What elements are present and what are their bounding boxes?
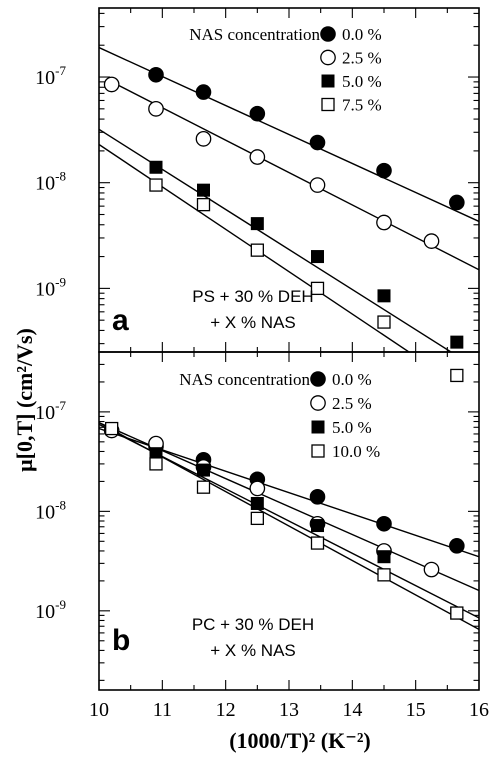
data-point xyxy=(310,281,325,296)
legend-marker xyxy=(320,49,336,66)
data-point xyxy=(376,515,392,532)
data-point xyxy=(195,84,212,100)
y-tick-exponent: -7 xyxy=(55,63,66,78)
data-point xyxy=(195,131,212,147)
y-tick-base: 10 xyxy=(35,173,55,195)
data-point xyxy=(423,561,440,578)
data-point xyxy=(423,233,440,249)
legend-marker xyxy=(310,371,326,387)
y-tick-base: 10 xyxy=(35,501,55,523)
data-point xyxy=(450,606,464,620)
data-point xyxy=(311,519,324,533)
y-tick-base: 10 xyxy=(35,601,55,623)
y-tick-label: 10-8 xyxy=(35,169,66,195)
panel-label: b xyxy=(112,624,130,657)
y-tick-label: 10-8 xyxy=(35,497,66,523)
data-point xyxy=(377,315,391,329)
y-tick-label: 10-7 xyxy=(35,398,66,424)
data-point xyxy=(249,480,266,497)
panel-annotation: PC + 30 % DEH xyxy=(192,615,314,634)
x-tick-label: 10 xyxy=(89,699,109,721)
y-tick-base: 10 xyxy=(35,402,55,424)
data-point xyxy=(250,217,264,231)
fit-line-2 xyxy=(111,81,479,271)
x-tick-label: 12 xyxy=(216,699,236,721)
y-tick-exponent: -8 xyxy=(55,169,66,184)
data-point xyxy=(149,457,163,471)
data-point xyxy=(309,489,326,505)
data-point xyxy=(376,214,392,231)
legend-label: 0.0 % xyxy=(332,370,372,389)
data-point xyxy=(149,178,163,192)
legend-marker xyxy=(311,420,325,434)
data-point xyxy=(196,197,211,212)
legend-label: 5.0 % xyxy=(342,72,382,91)
data-point xyxy=(149,160,163,174)
y-tick-exponent: -8 xyxy=(55,497,66,512)
y-tick-exponent: -9 xyxy=(55,274,66,289)
shared-axis-labels: μ[0,T] (cm²/Vs) (1000/T)² (K⁻²) xyxy=(12,328,371,753)
legend-title: NAS concentration xyxy=(189,25,320,44)
data-point xyxy=(377,550,391,564)
data-point xyxy=(103,76,120,93)
data-point xyxy=(310,536,325,550)
legend-label: 10.0 % xyxy=(332,442,380,461)
data-point xyxy=(449,538,465,554)
panel-annotation: + X % NAS xyxy=(210,641,296,660)
data-point xyxy=(249,149,266,165)
y-tick-exponent: -9 xyxy=(55,597,66,612)
x-tick-label: 11 xyxy=(153,699,172,721)
legend-label: 2.5 % xyxy=(332,394,372,413)
x-tick-label: 16 xyxy=(469,699,489,721)
data-point xyxy=(250,511,264,526)
legend-label: 7.5 % xyxy=(342,96,382,115)
y-tick-base: 10 xyxy=(35,67,55,89)
legend-marker xyxy=(321,97,335,112)
data-point xyxy=(197,463,210,477)
data-point xyxy=(309,134,326,151)
data-point xyxy=(311,250,324,264)
y-tick-label: 10-9 xyxy=(35,597,66,623)
legend-label: 5.0 % xyxy=(332,418,372,437)
panel-annotation: + X % NAS xyxy=(210,313,296,332)
data-point xyxy=(250,496,264,510)
legend-label: 0.0 % xyxy=(342,25,382,44)
data-point xyxy=(249,105,266,122)
data-point xyxy=(309,177,326,193)
data-point xyxy=(105,421,119,436)
x-tick-label: 13 xyxy=(279,699,299,721)
data-point xyxy=(376,162,392,179)
data-point xyxy=(449,194,465,211)
data-point xyxy=(148,100,164,117)
y-tick-label: 10-7 xyxy=(35,63,66,89)
x-axis-label: (1000/T)² (K⁻²) xyxy=(229,728,371,753)
panel-label: a xyxy=(112,304,129,337)
x-tick-label: 15 xyxy=(406,699,426,721)
data-point xyxy=(450,335,464,349)
data-point xyxy=(148,66,164,83)
legend-label: 2.5 % xyxy=(342,49,382,68)
legend-marker xyxy=(311,444,325,458)
y-tick-base: 10 xyxy=(35,278,55,300)
data-point xyxy=(197,183,210,197)
y-axis-label: μ[0,T] (cm²/Vs) xyxy=(12,328,37,472)
data-point xyxy=(377,289,391,303)
x-tick-label: 14 xyxy=(342,699,362,721)
data-point xyxy=(250,243,264,257)
data-point xyxy=(377,568,391,582)
legend-marker xyxy=(320,26,336,42)
y-tick-exponent: -7 xyxy=(55,398,66,413)
y-tick-label: 10-9 xyxy=(35,274,66,300)
panel-annotation: PS + 30 % DEH xyxy=(192,287,313,306)
legend-title: NAS concentration xyxy=(179,370,310,389)
data-point xyxy=(196,480,211,494)
legend-marker xyxy=(321,74,335,88)
data-point xyxy=(450,368,464,383)
legend-marker xyxy=(310,395,326,411)
